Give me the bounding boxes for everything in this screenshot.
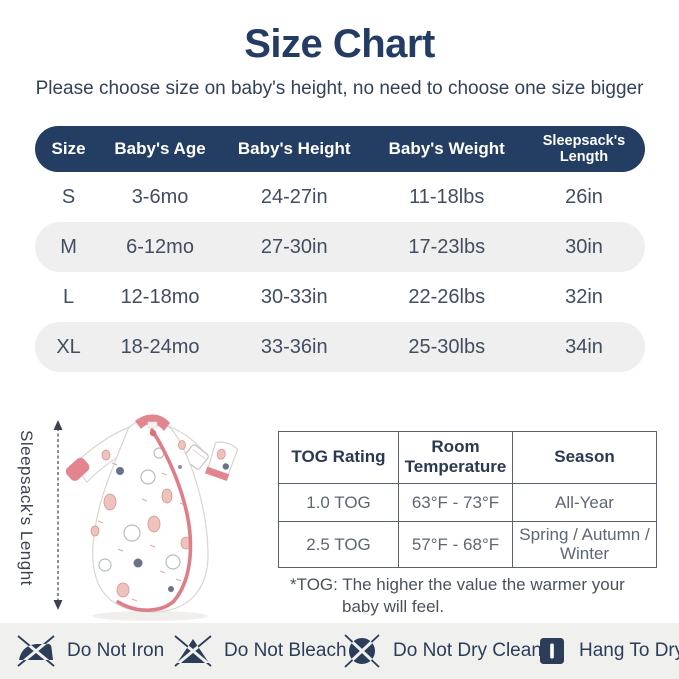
table-row-s: S 3-6mo 24-27in 11-18lbs 26in [61, 185, 603, 208]
do-not-iron-icon [17, 635, 55, 667]
do-not-bleach-icon [174, 635, 212, 667]
tog-header-row: TOG Rating Room Temperature Season [278, 431, 657, 484]
care-label: Do Not Iron [67, 640, 165, 661]
room-temperature-header: Room Temperature [398, 431, 513, 484]
care-label: Hang To Dry [579, 640, 679, 661]
tog-footnote: *TOG: The higher the value the warmer yo… [290, 575, 625, 617]
tog-row-1: 1.0 TOG 63°F - 73°F All-Year [278, 482, 657, 522]
mitten [204, 441, 239, 481]
tog-table: TOG Rating Room Temperature Season 1.0 T… [278, 431, 657, 568]
size-table-header: Size Baby's Age Baby's Height Baby's Wei… [35, 126, 645, 172]
season-header: Season [512, 431, 657, 484]
care-item-do-not-iron: Do Not Iron [16, 623, 164, 679]
care-instructions-bar: Do Not Iron Do Not Bleach [0, 623, 679, 679]
column-header-age: Baby's Age [114, 139, 206, 158]
column-header-weight: Baby's Weight [388, 139, 505, 158]
column-header-size: Size [51, 139, 86, 158]
do-not-dry-clean-icon [344, 634, 380, 668]
care-label: Do Not Bleach [224, 640, 347, 661]
size-table: Size Baby's Age Baby's Height Baby's Wei… [35, 126, 645, 372]
animal-print-motifs [90, 440, 192, 602]
table-row-xl: XL 18-24mo 33-36in 25-30lbs 34in [35, 322, 645, 372]
length-measure-arrow [53, 420, 63, 610]
care-item-hang-to-dry: Hang To Dry [536, 623, 679, 679]
sleepsack-length-label: Sleepsack's Lenght [17, 430, 36, 586]
column-header-length: Sleepsack's Length [542, 132, 626, 165]
table-row-m: M 6-12mo 27-30in 17-23lbs 30in [35, 222, 645, 272]
care-item-do-not-bleach: Do Not Bleach [173, 623, 347, 679]
hang-to-dry-icon [540, 638, 564, 664]
tog-row-2: 2.5 TOG 57°F - 68°F Spring / Autumn / Wi… [278, 520, 657, 568]
page-subtitle: Please choose size on baby's height, no … [35, 78, 644, 99]
care-label: Do Not Dry Clean [393, 640, 542, 661]
tog-rating-header: TOG Rating [278, 431, 399, 484]
column-header-height: Baby's Height [237, 139, 351, 158]
page-title: Size Chart [244, 22, 435, 66]
table-row-l: L 12-18mo 30-33in 22-26lbs 32in [62, 285, 603, 308]
care-item-do-not-dry-clean: Do Not Dry Clean [342, 623, 542, 679]
sleepsack-illustration [65, 414, 239, 621]
